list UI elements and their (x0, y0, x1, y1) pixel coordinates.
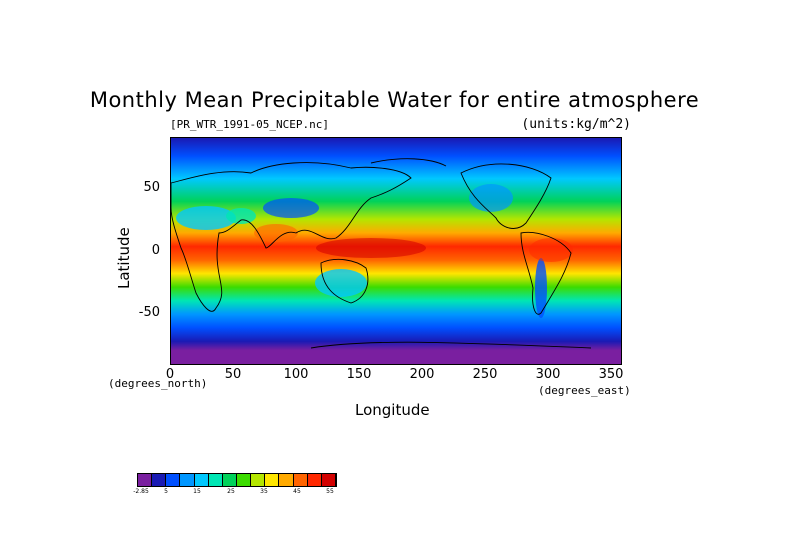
arabia-dry (226, 208, 256, 224)
file-label: [PR_WTR_1991-05_NCEP.nc] (170, 118, 329, 131)
x-tick-150: 150 (346, 367, 372, 382)
colorbar-segment (251, 474, 266, 486)
x-tick-100: 100 (283, 367, 309, 382)
tibet-dry (263, 198, 319, 218)
coastlines (170, 158, 592, 349)
colorbar-label: -2.85 (133, 488, 149, 495)
x-tick-250: 250 (472, 367, 498, 382)
colorbar (137, 473, 337, 487)
y-tick-50: 50 (143, 180, 160, 195)
x-axis-unit: (degrees_east) (538, 384, 631, 397)
x-tick-50: 50 (224, 367, 242, 382)
x-axis-title: Longitude (355, 401, 430, 419)
sahara-dry (176, 206, 236, 230)
precipitable-water-map (170, 138, 621, 364)
colorbar-segment (279, 474, 294, 486)
india-wet (254, 224, 298, 242)
y-axis-unit: (degrees_north) (108, 377, 208, 390)
colorbar-segment (307, 474, 322, 486)
colorbar-segment (321, 474, 336, 486)
colorbar-segment (152, 474, 167, 486)
colorbar-segment (236, 474, 252, 486)
colorbar-segment (166, 474, 181, 486)
map-plot-area (170, 137, 622, 365)
colorbar-label: 45 (293, 488, 301, 495)
colorbar-segment (293, 474, 308, 486)
amazon-wet (529, 238, 573, 262)
y-tick-minus-50: -50 (138, 305, 160, 320)
colorbar-label: 35 (260, 488, 268, 495)
colorbar-label: 15 (193, 488, 201, 495)
units-label: (units:kg/m^2) (521, 117, 631, 132)
colorbar-label: 55 (326, 488, 334, 495)
y-axis-title: Latitude (115, 227, 133, 289)
colorbar-label: 5 (164, 488, 168, 495)
colorbar-label: 25 (227, 488, 235, 495)
rockies-dry (469, 184, 513, 212)
colorbar-segment (138, 474, 153, 486)
colorbar-segment (222, 474, 237, 486)
x-tick-300: 300 (535, 367, 561, 382)
warm-pool (316, 238, 426, 258)
andes-dry (535, 258, 547, 318)
colorbar-segment (180, 474, 195, 486)
australia-dry (315, 269, 367, 297)
colorbar-segment (265, 474, 280, 486)
x-tick-0: 0 (165, 367, 175, 382)
colorbar-segment (208, 474, 223, 486)
x-tick-200: 200 (409, 367, 435, 382)
colorbar-segment (194, 474, 209, 486)
chart-title: Monthly Mean Precipitable Water for enti… (89, 88, 700, 112)
x-tick-350: 350 (598, 367, 624, 382)
y-tick-0: 0 (151, 243, 160, 258)
